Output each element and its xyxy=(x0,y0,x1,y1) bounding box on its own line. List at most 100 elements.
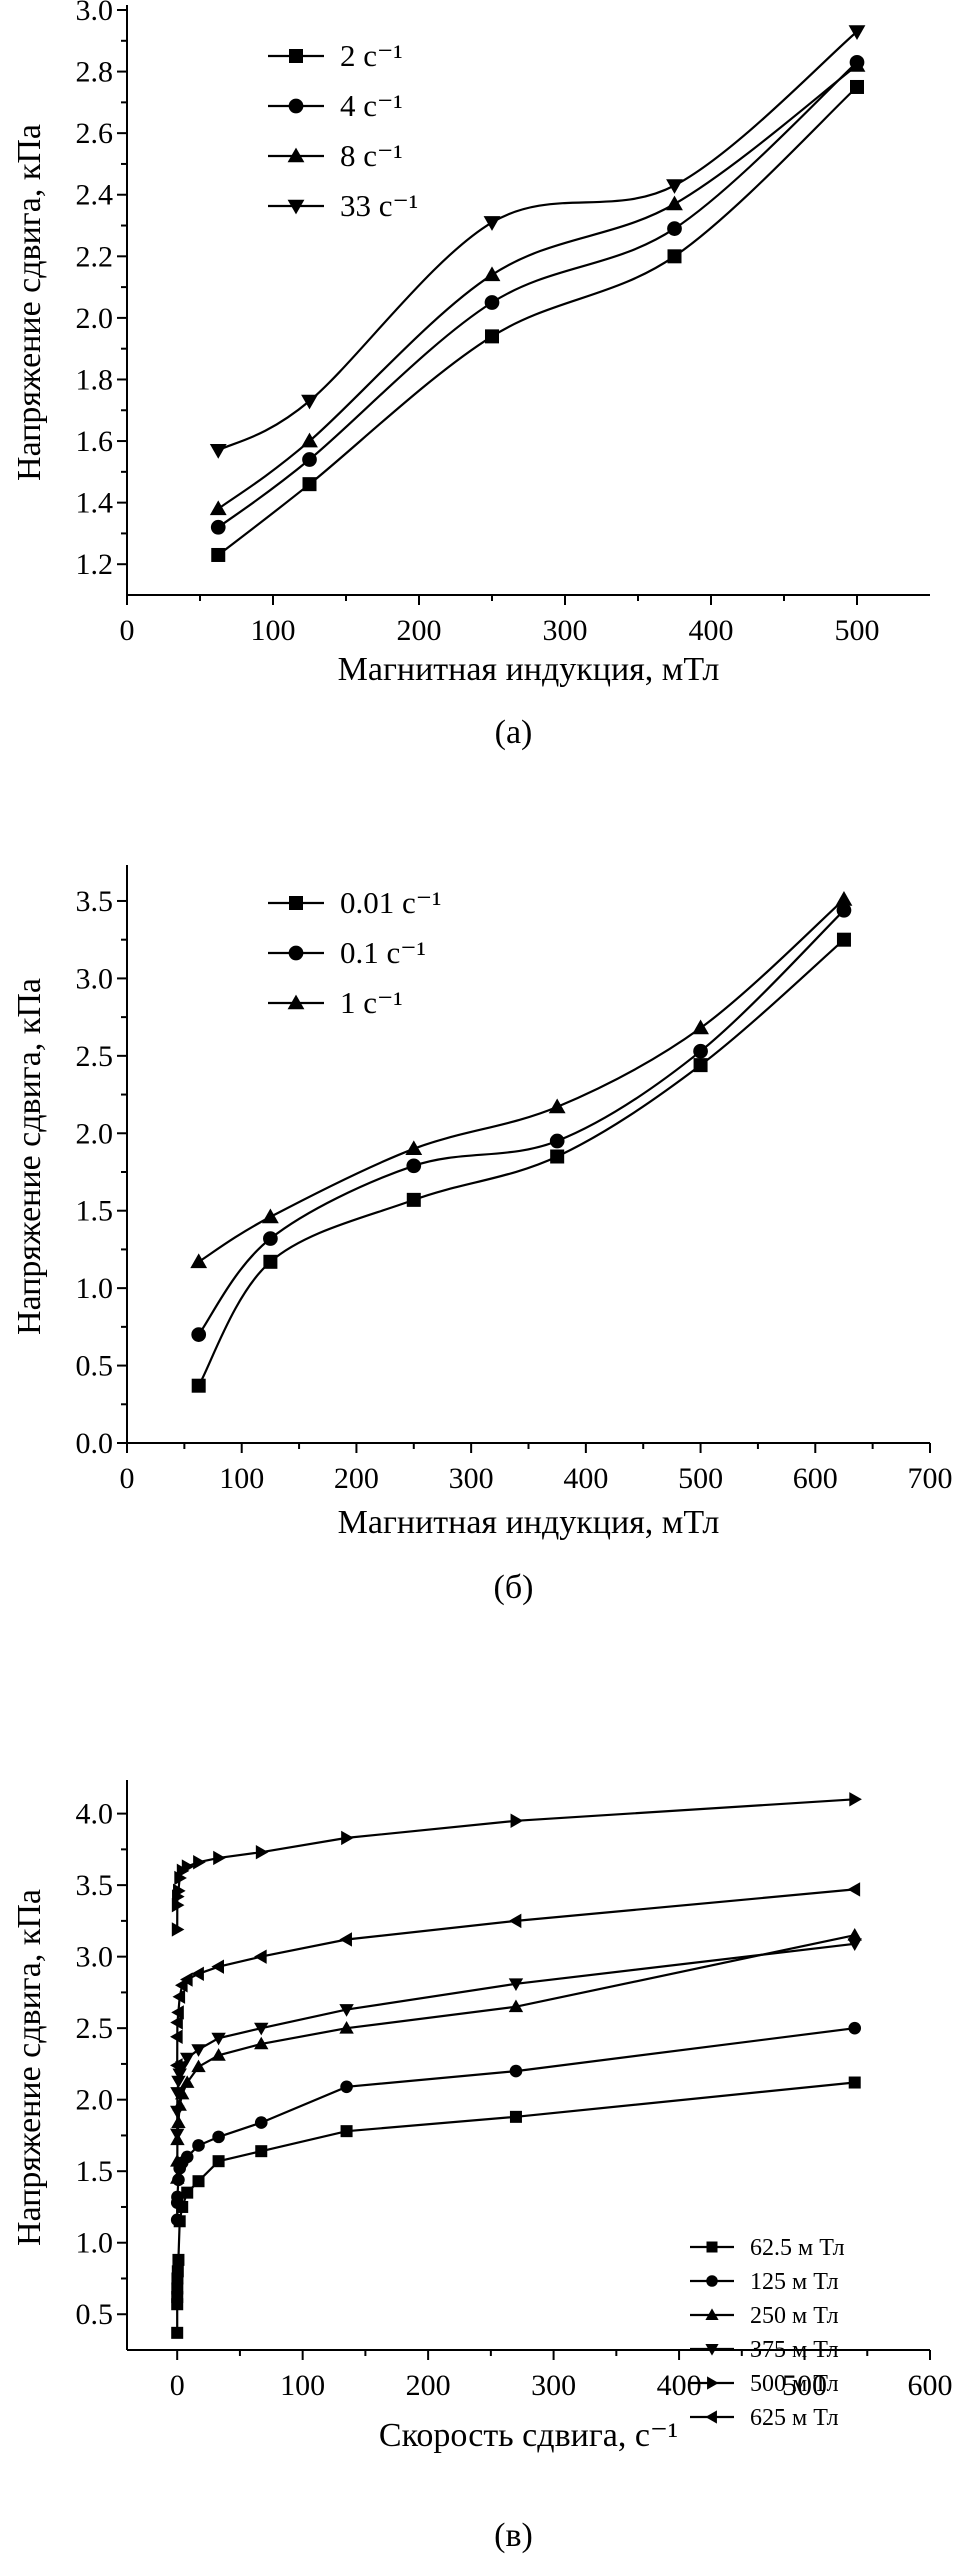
y-axis-title: Напряжение сдвига, кПа xyxy=(11,124,48,481)
marker-triangle-left xyxy=(254,1949,267,1964)
marker-triangle-down xyxy=(847,1938,862,1951)
legend-label: 33 с⁻¹ xyxy=(340,188,418,223)
x-axis-title: Скорость сдвига, с⁻¹ xyxy=(379,2417,678,2454)
marker-triangle-left xyxy=(211,1959,224,1974)
marker-triangle-up xyxy=(287,147,305,163)
series-2 xyxy=(170,1927,862,2184)
marker-triangle-up xyxy=(847,1927,862,1941)
series-2 xyxy=(190,891,853,1269)
legend-label: 0.1 с⁻¹ xyxy=(340,935,426,970)
y-tick-label: 2.0 xyxy=(76,2084,114,2117)
marker-circle xyxy=(406,1158,422,1174)
marker-triangle-down xyxy=(170,2128,185,2142)
x-tick-label: 200 xyxy=(397,614,442,647)
y-tick-label: 3.0 xyxy=(76,1941,114,1974)
chart-panel-0: 0 100 200 300 400 500 1.2 1.4 1.6 1.8 2.0 2.2 2.4 2.6… xyxy=(11,0,930,751)
legend-item: 62.5 м Тл xyxy=(690,2235,845,2261)
marker-circle xyxy=(192,2139,205,2152)
marker-square xyxy=(836,932,851,947)
series-line xyxy=(176,2027,855,2220)
marker-triangle-right xyxy=(341,1830,354,1846)
series-4 xyxy=(171,1792,862,1937)
marker-triangle-up xyxy=(692,1019,709,1035)
marker-triangle-up xyxy=(170,2171,185,2184)
series-1 xyxy=(210,54,865,535)
marker-square xyxy=(263,1254,278,1269)
x-tick-label: 500 xyxy=(782,2369,827,2402)
marker-triangle-up xyxy=(666,195,683,211)
marker-circle xyxy=(212,2130,225,2144)
x-tick-label: 600 xyxy=(908,2369,953,2402)
legend-label: 625 м Тл xyxy=(750,2405,839,2431)
y-tick-label: 2.6 xyxy=(76,117,114,150)
series-0 xyxy=(211,79,864,562)
legend-item: 2 с⁻¹ xyxy=(268,38,403,73)
legend-label: 250 м Тл xyxy=(750,2303,839,2329)
marker-circle xyxy=(302,452,317,467)
y-tick-label: 1.2 xyxy=(76,548,114,581)
legend-label: 2 с⁻¹ xyxy=(340,38,403,73)
marker-square xyxy=(171,2326,184,2339)
marker-triangle-down xyxy=(301,394,318,410)
marker-triangle-left xyxy=(170,2029,183,2044)
marker-square xyxy=(172,2253,185,2266)
x-tick-label: 500 xyxy=(835,614,880,647)
legend-label: 125 м Тл xyxy=(750,2269,839,2295)
marker-circle xyxy=(836,902,852,918)
legend-item: 0.1 с⁻¹ xyxy=(268,935,426,970)
series-2 xyxy=(209,57,866,516)
marker-triangle-up xyxy=(287,994,305,1010)
marker-square xyxy=(191,1378,206,1393)
marker-triangle-down xyxy=(209,443,227,459)
legend-item: 4 с⁻¹ xyxy=(268,88,403,123)
chart-panel-2: 0 100 200 300 400 500 600 0.5 1.0 1.5 2.0 2.5 3.0 3.5… xyxy=(11,1780,953,2554)
marker-triangle-right xyxy=(510,1813,524,1828)
marker-triangle-down xyxy=(287,199,305,215)
legend-item: 500 м Тл xyxy=(690,2371,839,2397)
y-tick-label: 3.5 xyxy=(76,1869,114,1902)
marker-triangle-down xyxy=(848,25,866,40)
marker-triangle-down xyxy=(705,2344,719,2356)
y-axis-title: Напряжение сдвига, кПа xyxy=(11,978,48,1335)
marker-square xyxy=(289,896,303,910)
marker-square xyxy=(848,2076,861,2089)
marker-square xyxy=(550,1149,565,1164)
marker-square xyxy=(406,1192,421,1207)
series-line xyxy=(217,30,858,452)
legend: 0.01 с⁻¹ 0.1 с⁻¹ 1 с⁻¹ xyxy=(268,885,441,1020)
legend-label: 500 м Тл xyxy=(750,2371,839,2397)
marker-square xyxy=(485,329,499,344)
marker-circle xyxy=(667,221,682,236)
y-tick-label: 2.4 xyxy=(76,179,114,212)
x-axis-title: Магнитная индукция, мТл xyxy=(338,651,720,688)
marker-square xyxy=(171,2282,184,2295)
series-line xyxy=(217,86,858,556)
legend-label: 8 с⁻¹ xyxy=(340,138,403,173)
legend-item: 33 с⁻¹ xyxy=(268,188,418,223)
marker-triangle-up xyxy=(209,500,227,516)
series-line xyxy=(197,938,845,1387)
y-tick-label: 1.5 xyxy=(76,1195,114,1228)
marker-triangle-right xyxy=(181,1859,195,1874)
marker-triangle-left xyxy=(508,1913,522,1929)
marker-triangle-up xyxy=(548,1098,566,1114)
y-tick-label: 2.0 xyxy=(76,1117,114,1150)
marker-circle xyxy=(693,1043,708,1059)
marker-square xyxy=(667,249,682,264)
legend-item: 1 с⁻¹ xyxy=(268,985,403,1020)
y-tick-label: 1.5 xyxy=(76,2155,114,2188)
panel-caption: (б) xyxy=(494,1569,534,1606)
series-0 xyxy=(191,932,851,1393)
marker-circle xyxy=(706,2275,718,2287)
marker-circle xyxy=(509,2064,523,2078)
series-line xyxy=(217,61,858,529)
marker-square xyxy=(289,49,303,63)
marker-square xyxy=(693,1058,708,1073)
y-tick-label: 1.6 xyxy=(76,425,114,458)
x-axis-title: Магнитная индукция, мТл xyxy=(338,1504,720,1541)
x-tick-label: 400 xyxy=(689,614,734,647)
series-3 xyxy=(209,25,866,459)
marker-triangle-down xyxy=(170,2087,185,2100)
marker-triangle-left xyxy=(170,2015,183,2030)
y-tick-label: 2.8 xyxy=(76,56,114,89)
